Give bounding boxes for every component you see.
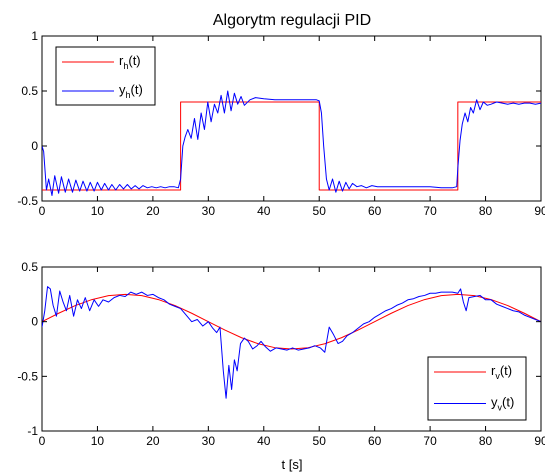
- x-tick-label: 80: [479, 434, 493, 448]
- x-tick-label: 70: [423, 434, 437, 448]
- x-tick-label: 40: [257, 204, 271, 218]
- x-tick-label: 60: [368, 204, 382, 218]
- x-tick-label: 40: [257, 434, 271, 448]
- legend-box: [55, 46, 156, 106]
- legend-label-rv: rv(t): [491, 363, 512, 381]
- x-tick-label: 90: [534, 434, 545, 448]
- x-tick-label: 0: [39, 434, 46, 448]
- legend-2: rv(t) yv(t): [427, 356, 527, 421]
- series-line-yh: [42, 90, 541, 196]
- x-tick-label: 80: [479, 204, 493, 218]
- legend-label-yv: yv(t): [491, 395, 514, 413]
- x-tick-label: 20: [146, 204, 160, 218]
- x-tick-label: 30: [202, 434, 216, 448]
- y-tick-label: 0.5: [21, 260, 38, 274]
- panel-2: 0 10 20 30 40 50 60 70 80 90 -1 -0.5 0 0.5 rv(t) yv(t): [17, 260, 545, 448]
- y-tick-label: 0: [31, 139, 38, 153]
- legend-label-rh: rh(t): [119, 53, 141, 71]
- legend-box: [427, 356, 527, 421]
- y-tick-label: -0.5: [17, 194, 38, 208]
- x-tick-label: 10: [91, 204, 105, 218]
- x-tick-label: 0: [39, 204, 46, 218]
- x-tick-label: 10: [91, 434, 105, 448]
- y-tick-label: 0: [31, 315, 38, 329]
- x-tick-label: 70: [423, 204, 437, 218]
- series-group-1: [42, 90, 541, 196]
- x-axis-label: t [s]: [282, 457, 303, 472]
- legend-label-yh: yh(t): [119, 82, 143, 100]
- y-tick-label: 1: [31, 29, 38, 43]
- series-line-rv: [42, 293, 541, 350]
- x-tick-label: 60: [368, 434, 382, 448]
- series-line-yv: [42, 286, 541, 399]
- y-tick-label: -1: [27, 424, 38, 438]
- legend-1: rh(t) yh(t): [55, 46, 156, 106]
- x-tick-label: 50: [313, 204, 327, 218]
- x-tick-label: 30: [202, 204, 216, 218]
- x-tick-label: 50: [313, 434, 327, 448]
- x-tick-label: 20: [146, 434, 160, 448]
- y-tick-label: -0.5: [17, 369, 38, 383]
- series-group-2: [42, 286, 541, 399]
- y-tick-label: 0.5: [21, 84, 38, 98]
- figure-title: Algorytm regulacji PID: [213, 12, 371, 29]
- x-tick-label: 90: [534, 204, 545, 218]
